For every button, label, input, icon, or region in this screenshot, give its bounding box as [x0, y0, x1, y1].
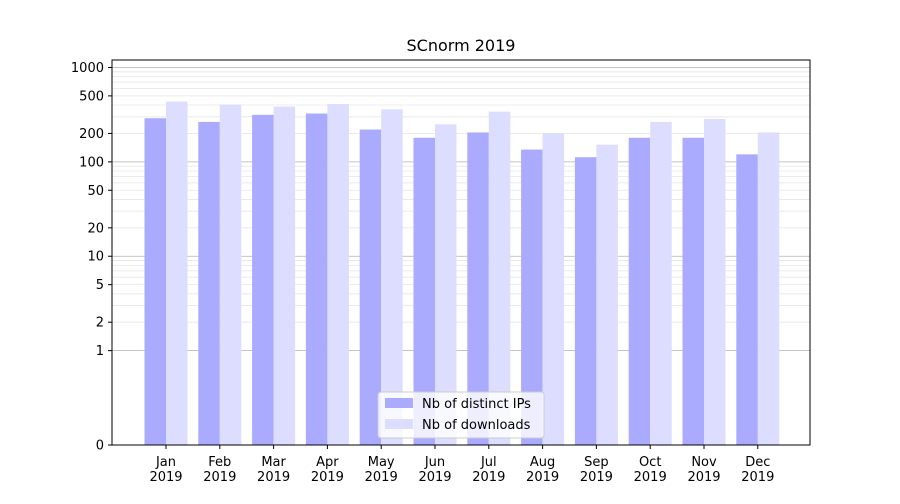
bar-ips	[252, 114, 274, 446]
bar-downloads	[488, 111, 511, 446]
y-tick-label: 100	[79, 155, 104, 170]
chart-title: SCnorm 2019	[407, 36, 516, 55]
legend: Nb of distinct IPs Nb of downloads	[377, 391, 545, 439]
x-axis: Jan 2019 Feb 2019 Mar 2019 Apr 2019 May 2019 Jun 20…	[149, 445, 774, 485]
bar-ips	[574, 157, 597, 446]
bar-downloads	[273, 106, 296, 445]
bar-ips	[467, 132, 489, 445]
y-axis: 0 1 2 5 10 20 50 100 200 500 1000	[71, 61, 112, 454]
bar-ips	[736, 154, 758, 445]
bar-ips	[305, 113, 328, 445]
y-tick-label: 5	[96, 278, 104, 293]
plot-frame	[111, 59, 811, 446]
bar-ips	[359, 129, 382, 446]
y-tick-label: 20	[87, 221, 104, 236]
x-tick-label: Feb 2019	[203, 455, 236, 485]
bar-ips	[198, 121, 220, 445]
y-tick-label: 500	[79, 89, 104, 104]
bar-ips	[413, 137, 435, 445]
bar-ips	[628, 137, 651, 445]
legend-swatch-downloads	[385, 419, 413, 429]
legend-label-downloads: Nb of downloads	[422, 418, 531, 433]
x-tick-label: Aug 2019	[526, 455, 559, 485]
y-tick-label: 1	[96, 344, 104, 359]
bar-downloads	[166, 101, 188, 445]
x-tick-label: Nov 2019	[687, 455, 720, 485]
legend-box	[377, 391, 545, 439]
x-tick-label: Jun 2019	[418, 455, 451, 485]
y-tick-label: 0	[96, 439, 104, 454]
x-tick-label: Sep 2019	[580, 455, 613, 485]
bar-downloads	[435, 124, 457, 446]
bar-ips	[521, 149, 543, 445]
y-tick-label: 200	[79, 127, 104, 142]
bar-downloads	[327, 104, 349, 445]
x-tick-label: Jul 2019	[472, 455, 505, 485]
bar-downloads	[381, 109, 403, 446]
legend-label-ips: Nb of distinct IPs	[422, 397, 531, 412]
bar-ips	[682, 137, 704, 445]
bar-downloads	[596, 144, 618, 445]
bar-downloads	[757, 132, 780, 445]
bar-downloads	[219, 104, 242, 446]
x-tick-label: Jan 2019	[149, 455, 182, 485]
bar-ips	[144, 118, 166, 445]
y-tick-label: 1000	[71, 61, 104, 76]
bar-downloads	[650, 121, 672, 445]
x-tick-label: May 2019	[365, 455, 398, 485]
bar-downloads	[704, 118, 726, 446]
y-tick-label: 10	[87, 250, 104, 265]
x-tick-label: Apr 2019	[311, 455, 344, 485]
x-tick-label: Dec 2019	[741, 455, 774, 485]
bars-layer	[144, 101, 780, 446]
y-tick-label: 50	[87, 184, 104, 199]
y-tick-label: 2	[96, 316, 104, 331]
bar-downloads	[542, 133, 565, 445]
legend-swatch-ips	[385, 398, 413, 408]
x-tick-label: Mar 2019	[257, 455, 290, 485]
x-tick-label: Oct 2019	[634, 455, 667, 485]
